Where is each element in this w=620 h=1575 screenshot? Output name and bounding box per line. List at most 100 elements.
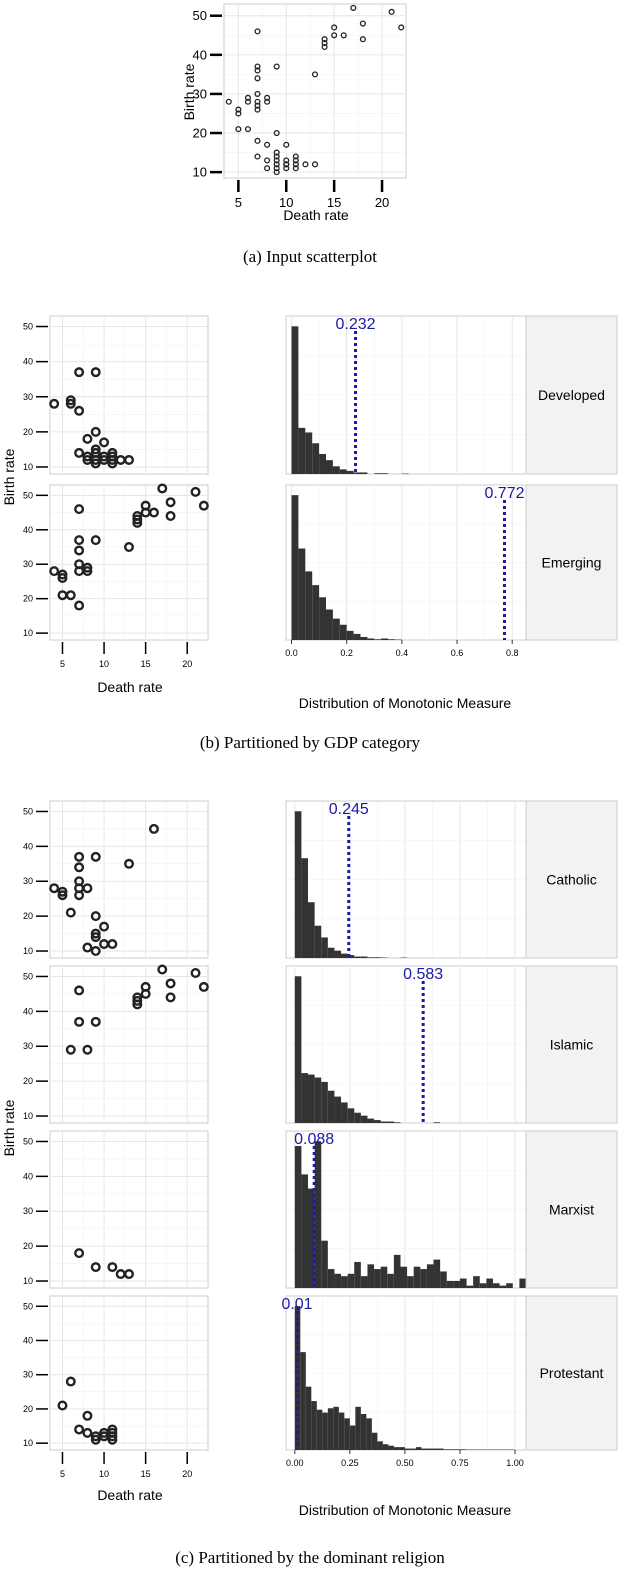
y-tick-label: 20 — [23, 1241, 33, 1251]
hist-bar — [314, 1141, 322, 1288]
scatter-panel — [49, 315, 209, 475]
y-tick-label: 40 — [23, 1171, 33, 1181]
data-point — [311, 161, 319, 168]
data-point — [283, 157, 290, 164]
hist-bar — [519, 1278, 526, 1288]
hist-bar — [367, 957, 375, 958]
x-tick-label: 15 — [141, 659, 151, 669]
data-point — [49, 566, 60, 577]
hist-bar — [332, 466, 340, 474]
scatter-panel — [223, 3, 407, 179]
data-point — [90, 851, 101, 862]
data-point — [331, 32, 338, 39]
data-point — [123, 858, 134, 869]
hist-bar — [454, 1449, 460, 1450]
data-point — [165, 497, 176, 508]
x-tick-label: 20 — [182, 1469, 192, 1479]
y-tick-label: 40 — [23, 841, 33, 851]
hist-bar — [366, 1418, 372, 1450]
hist-bar — [349, 1425, 356, 1450]
data-point — [350, 4, 357, 11]
data-point — [82, 942, 93, 953]
y-tick-label: 30 — [23, 1370, 33, 1380]
hist-bar — [360, 472, 368, 474]
data-point — [225, 98, 232, 105]
hist-bar — [353, 633, 361, 640]
data-point — [90, 426, 101, 437]
hist-bar — [426, 1264, 434, 1288]
data-point — [74, 545, 85, 556]
data-point — [57, 573, 68, 584]
hist-bar — [499, 1285, 507, 1288]
hist-bar — [334, 1096, 342, 1123]
facet-strip — [525, 800, 618, 959]
data-point — [57, 1400, 68, 1411]
data-point — [82, 433, 93, 444]
data-point — [254, 98, 261, 105]
facet-strip — [525, 1130, 618, 1289]
y-tick-label: 30 — [23, 1041, 33, 1051]
hist-bar — [341, 1276, 348, 1288]
data-point — [57, 569, 68, 580]
hist-bar — [506, 1283, 513, 1288]
data-point — [123, 542, 134, 553]
facet-label: Protestant — [540, 1365, 604, 1381]
hist-bar — [367, 1118, 375, 1123]
data-point — [74, 447, 85, 458]
data-point — [273, 161, 280, 168]
data-point — [65, 1376, 76, 1387]
data-point — [190, 967, 201, 978]
hist-bar — [332, 618, 340, 640]
data-point — [49, 883, 60, 894]
hist-bar — [339, 469, 347, 474]
hist-bar — [327, 1408, 334, 1450]
data-point — [283, 165, 290, 172]
hist-bar — [301, 858, 309, 958]
data-point — [74, 890, 85, 901]
hist-bar — [327, 1090, 335, 1123]
data-point — [107, 1262, 118, 1273]
observed-value-label: 0.583 — [403, 966, 443, 983]
facet-label: Emerging — [542, 555, 602, 571]
hist-bar — [410, 1448, 416, 1450]
data-point — [254, 90, 261, 97]
observed-value-label: 0.772 — [484, 485, 524, 502]
hist-bar — [393, 1122, 401, 1123]
y-tick-label: 30 — [23, 559, 33, 569]
data-point — [165, 978, 176, 989]
scatter-panel — [49, 965, 209, 1124]
data-point — [82, 566, 93, 577]
hist-bar — [440, 1271, 447, 1288]
y-tick-label: 20 — [23, 427, 33, 437]
data-point — [74, 535, 85, 546]
y-tick-label: 50 — [23, 971, 33, 981]
data-point — [90, 1016, 101, 1027]
data-point — [82, 451, 93, 462]
data-point — [107, 939, 118, 950]
data-point — [74, 600, 85, 611]
data-point — [132, 517, 143, 528]
data-point — [49, 398, 60, 409]
y-tick-label: 10 — [23, 628, 33, 638]
x-tick-label: 20 — [182, 659, 192, 669]
hist-bar — [305, 1386, 312, 1450]
y-tick-label: 30 — [23, 876, 33, 886]
hist-bar — [347, 1108, 355, 1123]
data-point — [57, 890, 68, 901]
hist-bar — [443, 1449, 449, 1450]
hist-bar — [354, 956, 361, 958]
hist-bar — [354, 1112, 361, 1123]
data-point — [254, 106, 261, 113]
facet-strip — [525, 1295, 618, 1451]
y-tick-label: 20 — [193, 126, 207, 141]
data-point — [90, 458, 101, 469]
data-point — [292, 161, 299, 168]
y-tick-label: 50 — [23, 806, 33, 816]
a-xlabel: Death rate — [283, 207, 349, 223]
data-point — [331, 24, 338, 31]
hist-bar — [334, 950, 342, 958]
hist-bar — [326, 609, 333, 640]
hist-bar — [327, 1269, 335, 1288]
data-point — [283, 141, 290, 148]
facet-label: Developed — [538, 387, 605, 403]
